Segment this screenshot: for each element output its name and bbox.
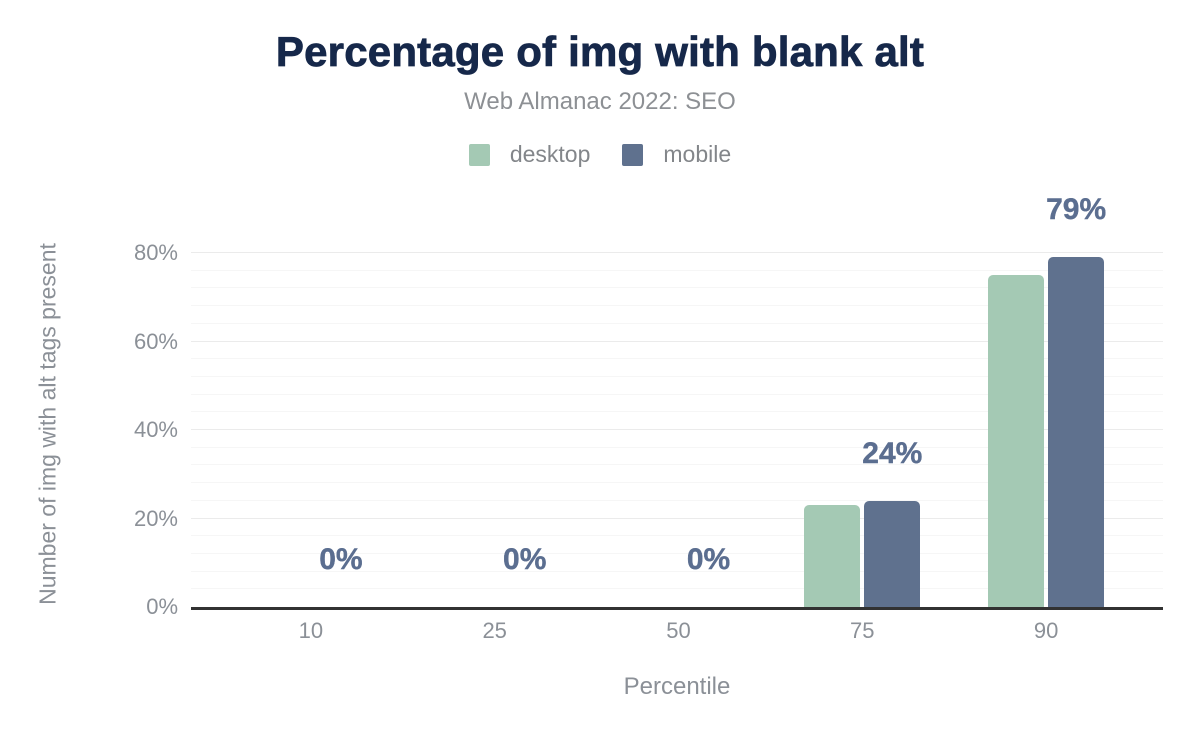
x-tick-label-10: 10 xyxy=(298,618,324,643)
bar-mobile-p90[interactable] xyxy=(1048,257,1105,607)
y-axis-tick-labels: 0% 20% 40% 60% 80% xyxy=(0,240,178,619)
legend-label-desktop: desktop xyxy=(509,141,591,167)
value-label-p10: 0% xyxy=(319,543,363,576)
legend-swatch-mobile xyxy=(622,143,644,166)
gridline-minor xyxy=(191,411,1163,413)
gridline-minor xyxy=(191,269,1163,271)
x-tick-label-90: 90 xyxy=(1033,618,1059,643)
y-tick-label: 0% xyxy=(146,594,178,619)
y-tick-label: 40% xyxy=(133,417,178,442)
gridline-minor xyxy=(191,499,1163,501)
gridline-minor xyxy=(191,588,1163,590)
bar-desktop-p90[interactable] xyxy=(988,275,1045,607)
bar-mobile-p75[interactable] xyxy=(864,500,921,607)
chart-subtitle: Web Almanac 2022: SEO xyxy=(464,88,736,115)
gridline-major xyxy=(191,252,1163,253)
legend: desktop mobile xyxy=(0,141,1200,168)
gridline-minor xyxy=(191,287,1163,289)
x-axis-title: Percentile xyxy=(623,673,731,700)
gridline-minor xyxy=(191,358,1163,360)
bar-desktop-p75[interactable] xyxy=(804,505,861,607)
value-label-p75: 24% xyxy=(862,436,923,470)
gridline-major xyxy=(191,517,1163,519)
gridline-major xyxy=(191,340,1163,342)
gridline-minor xyxy=(191,464,1163,466)
gridline-minor xyxy=(191,552,1163,554)
y-tick-label: 80% xyxy=(133,240,178,265)
x-tick-label-75: 75 xyxy=(850,618,875,643)
x-axis-tick-labels: 10 25 50 75 90 xyxy=(191,616,1163,646)
legend-item-mobile[interactable]: mobile xyxy=(622,141,731,168)
legend-label-mobile: mobile xyxy=(663,141,732,167)
value-label-p90: 79% xyxy=(1046,193,1107,227)
x-tick-label-25: 25 xyxy=(482,618,507,643)
chart-title: Percentage of img with blank alt xyxy=(275,28,925,76)
legend-item-desktop[interactable]: desktop xyxy=(468,141,591,168)
gridline-minor xyxy=(191,322,1163,324)
gridline-minor xyxy=(191,305,1163,307)
gridline-minor xyxy=(191,570,1163,572)
x-tick-label-50: 50 xyxy=(666,618,691,643)
gridline-minor xyxy=(191,446,1163,448)
legend-swatch-desktop xyxy=(468,143,490,166)
plot-area: 0% 0% 0% 24% 79% xyxy=(191,193,1163,610)
value-label-p25: 0% xyxy=(503,543,547,576)
gridline-minor xyxy=(191,375,1163,377)
gridline-minor xyxy=(191,393,1163,395)
y-tick-label: 60% xyxy=(133,328,178,354)
y-tick-label: 20% xyxy=(133,505,178,531)
gridline-minor xyxy=(191,482,1163,484)
gridline-major xyxy=(191,429,1163,430)
gridline-minor xyxy=(191,535,1163,537)
value-label-p50: 0% xyxy=(686,543,731,576)
